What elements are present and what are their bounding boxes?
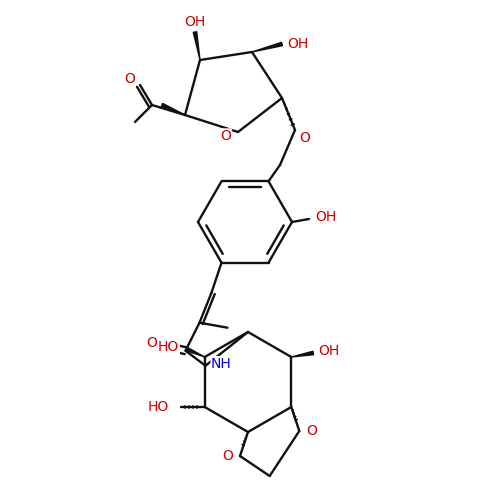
Text: O: O	[306, 424, 316, 438]
Polygon shape	[186, 348, 204, 357]
Text: HO: HO	[158, 340, 180, 354]
Text: HO: HO	[148, 400, 170, 414]
Text: O: O	[146, 336, 157, 349]
Text: O: O	[300, 131, 310, 145]
Text: OH: OH	[316, 210, 336, 224]
Text: OH: OH	[184, 15, 206, 29]
Polygon shape	[162, 104, 185, 115]
Text: O: O	[220, 129, 232, 143]
Text: O: O	[124, 72, 136, 86]
Text: O: O	[222, 449, 234, 463]
Polygon shape	[252, 42, 282, 52]
Polygon shape	[292, 352, 314, 357]
Polygon shape	[194, 32, 200, 60]
Text: NH: NH	[211, 356, 232, 370]
Text: OH: OH	[288, 37, 308, 51]
Text: OH: OH	[318, 344, 340, 358]
